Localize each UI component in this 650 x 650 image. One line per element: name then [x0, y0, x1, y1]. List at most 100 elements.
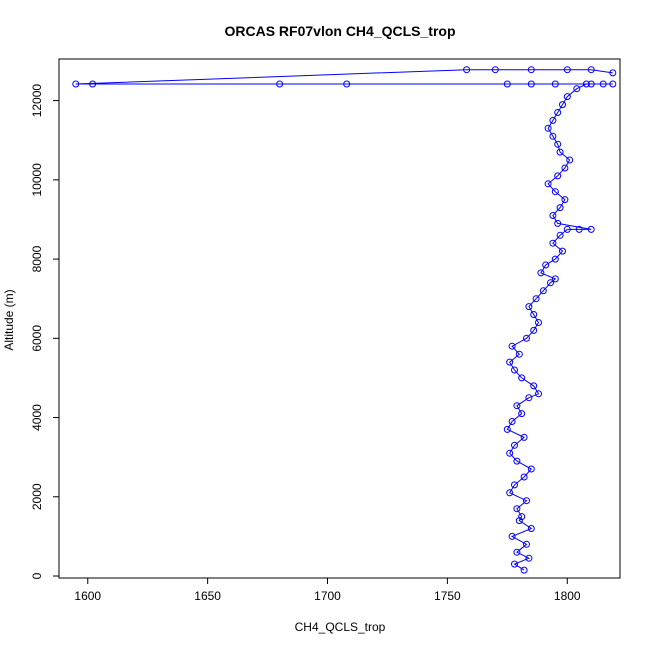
data-point	[556, 231, 564, 239]
data-point	[535, 319, 542, 326]
data-point	[530, 382, 538, 390]
data-point	[511, 441, 518, 449]
x-tick-label: 1650	[194, 589, 221, 603]
data-point	[523, 540, 530, 548]
y-tick-label: 2000	[30, 483, 44, 510]
x-tick-label: 1750	[434, 589, 461, 603]
data-point	[503, 425, 511, 433]
data-point	[539, 287, 547, 295]
data-point	[556, 204, 564, 212]
x-tick-label: 1800	[554, 589, 581, 603]
chart-title: ORCAS RF07vlon CH4_QCLS_trop	[224, 23, 455, 39]
data-point	[525, 554, 533, 562]
data-point	[535, 390, 542, 398]
x-tick-label: 1600	[74, 589, 101, 603]
data-point	[547, 279, 554, 287]
data-point	[587, 80, 595, 88]
y-tick-label: 12000	[30, 84, 44, 118]
data-point	[343, 80, 351, 88]
data-point	[506, 449, 514, 457]
data-point	[513, 548, 521, 556]
data-point	[518, 513, 526, 521]
y-tick-label: 0	[30, 572, 44, 579]
data-point	[575, 225, 583, 233]
data-point	[513, 505, 521, 513]
data-point	[551, 188, 559, 196]
data-point	[561, 164, 569, 172]
data-point	[559, 101, 566, 109]
data-point	[527, 80, 535, 88]
axes-group: 1600 1650 1700 1750 1800 0 2000 4000 6000 8000 100…	[30, 84, 581, 603]
x-tick-label: 1700	[314, 589, 341, 603]
data-point	[554, 140, 562, 148]
data-point	[527, 465, 535, 473]
data-point	[549, 132, 557, 140]
data-point	[491, 66, 499, 74]
y-tick-label: 10000	[30, 163, 44, 197]
data-point	[520, 566, 528, 574]
data-point	[554, 172, 562, 180]
data-point	[463, 66, 471, 74]
data-point	[587, 225, 595, 233]
data-point	[89, 80, 97, 88]
data-point	[513, 402, 521, 410]
data-point	[551, 80, 559, 88]
data-point	[511, 366, 518, 374]
data-point	[530, 311, 538, 318]
data-point	[587, 66, 595, 74]
data-point	[527, 66, 535, 74]
data-point	[508, 532, 516, 540]
data-point	[559, 247, 566, 255]
data-point	[549, 239, 557, 247]
data-point	[520, 473, 528, 481]
data-point	[561, 196, 569, 204]
data-point	[542, 261, 550, 269]
data-point	[554, 219, 562, 227]
data-point	[506, 489, 514, 497]
x-axis-label: CH4_QCLS_trop	[295, 620, 386, 634]
data-point	[532, 295, 540, 303]
data-point	[520, 433, 528, 441]
data-point	[525, 394, 533, 402]
data-point	[513, 457, 521, 465]
data-point	[525, 303, 533, 311]
data-point	[563, 225, 571, 233]
data-point	[515, 350, 523, 358]
data-point	[544, 124, 552, 132]
data-point	[276, 80, 284, 88]
data-point	[582, 80, 590, 88]
data-point	[530, 326, 538, 334]
data-point	[609, 80, 617, 88]
data-point	[609, 69, 617, 77]
data-point	[563, 93, 571, 101]
data-point	[527, 525, 535, 532]
data-point	[551, 255, 559, 263]
data-point	[508, 418, 516, 425]
y-axis-label: Altitude (m)	[2, 289, 16, 350]
data-point	[518, 410, 526, 418]
data-point	[503, 80, 511, 88]
data-point	[563, 66, 571, 74]
data-point	[506, 358, 514, 366]
y-tick-label: 6000	[30, 325, 44, 352]
data-point	[551, 275, 559, 283]
data-point	[554, 109, 562, 116]
data-point	[544, 180, 552, 188]
data-point	[566, 156, 574, 164]
series-line	[75, 69, 613, 571]
data-point	[72, 80, 80, 88]
data-point	[549, 116, 557, 124]
data-point	[511, 560, 518, 568]
data-point	[508, 342, 516, 350]
data-point	[599, 80, 607, 88]
data-point	[523, 497, 530, 505]
data-point	[537, 269, 545, 277]
plot-frame	[58, 58, 621, 579]
data-point	[549, 212, 557, 219]
y-tick-label: 8000	[30, 245, 44, 272]
data-point	[511, 481, 518, 489]
y-tick-label: 4000	[30, 404, 44, 431]
data-point	[573, 85, 581, 93]
data-point	[523, 334, 530, 342]
